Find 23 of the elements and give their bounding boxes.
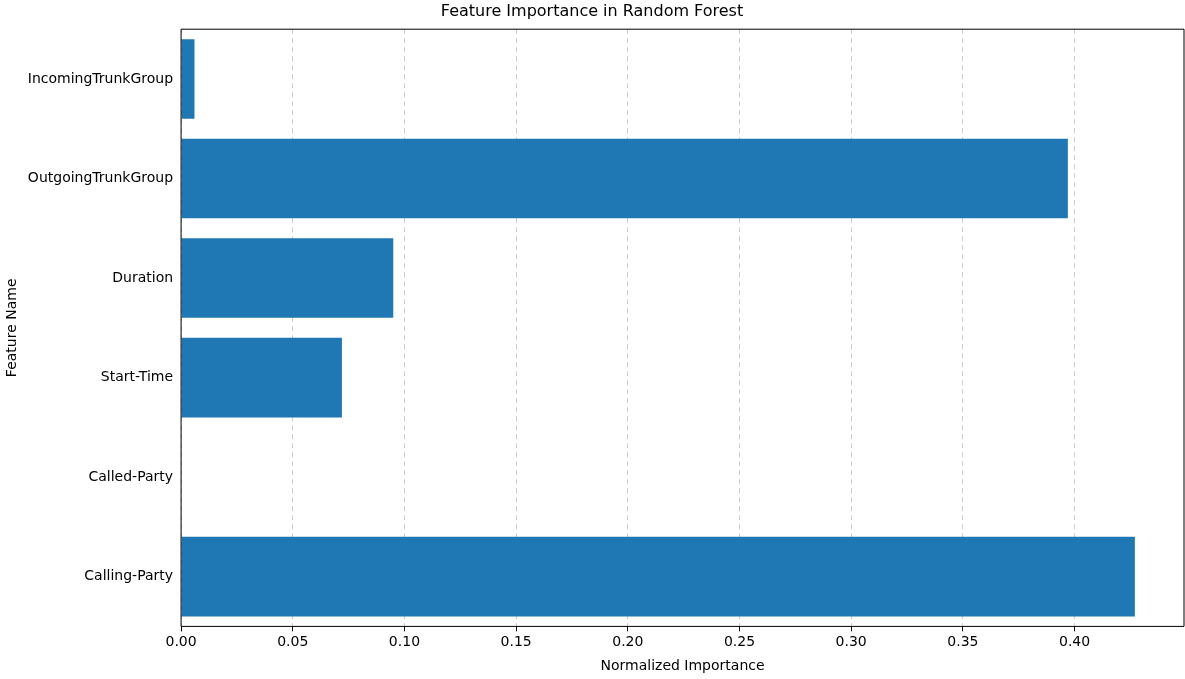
- bar: [181, 39, 195, 119]
- x-tick-label: 0.05: [277, 633, 309, 650]
- bar: [181, 138, 1068, 219]
- x-tick-label: 0.35: [947, 633, 979, 650]
- x-tick-label: 0.40: [1058, 633, 1091, 650]
- y-tick-label: OutgoingTrunkGroup: [27, 169, 174, 186]
- y-tick-label: Calling-Party: [84, 567, 174, 584]
- bar: [181, 238, 394, 318]
- y-tick-label: Called-Party: [88, 467, 174, 484]
- x-tick-label: 0.00: [165, 633, 197, 650]
- bar: [181, 337, 342, 418]
- y-tick-label: IncomingTrunkGroup: [27, 69, 174, 86]
- x-tick-label: 0.20: [612, 633, 644, 650]
- y-tick-label: Duration: [112, 268, 174, 285]
- x-tick-label: 0.10: [388, 633, 421, 650]
- x-tick-label: 0.25: [723, 633, 756, 650]
- x-tick-label: 0.30: [835, 633, 867, 650]
- y-tick-label: Start-Time: [100, 368, 174, 385]
- y-axis-title: Feature Name: [3, 278, 20, 378]
- bar: [181, 536, 1135, 617]
- x-axis-title: Normalized Importance: [600, 657, 765, 674]
- chart-title: Feature Importance in Random Forest: [440, 0, 744, 20]
- x-tick-label: 0.15: [500, 633, 532, 650]
